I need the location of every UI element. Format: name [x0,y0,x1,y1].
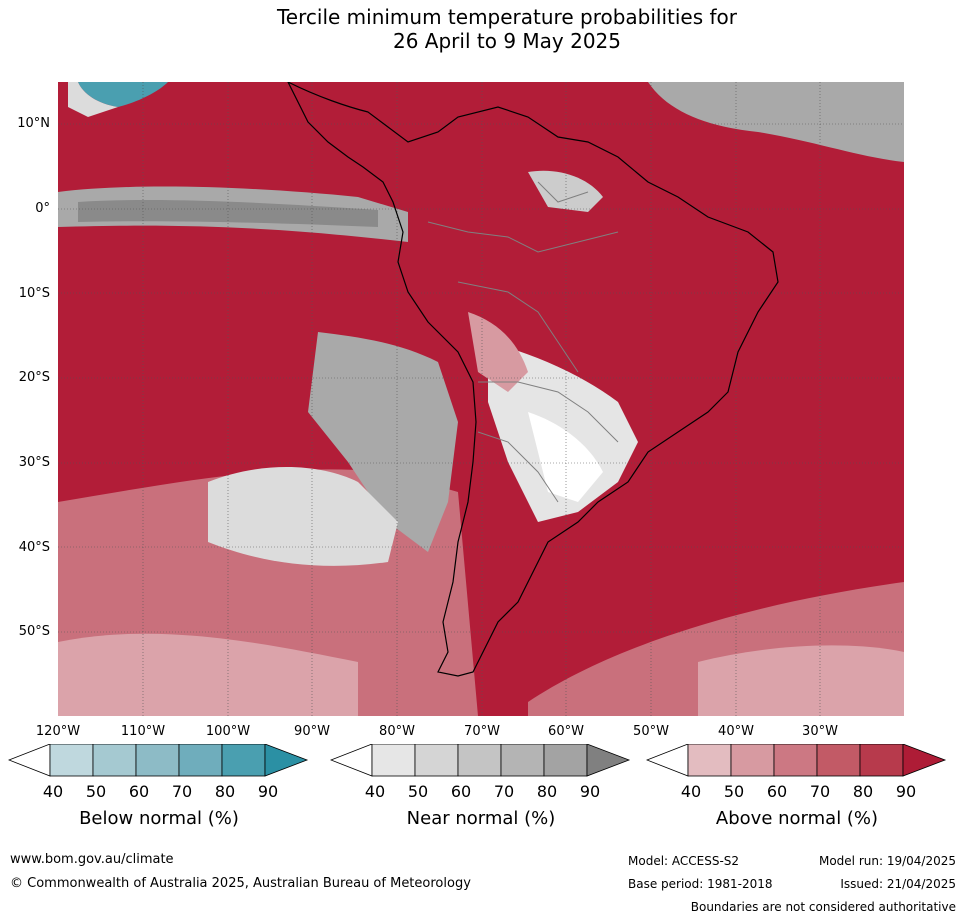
cbar-below-tick-70: 70 [171,782,193,801]
low-probability-interior [528,412,603,502]
cbar-near-tick-60: 60 [450,782,472,801]
lat-label-10s: 10°S [18,286,50,301]
cbar-near-tick-50: 50 [407,782,429,801]
south-america-coastline [287,82,779,677]
lon-label-30w: 30°W [802,724,838,739]
cbar-below-tick-60: 60 [128,782,150,801]
cbar-near-tick-70: 70 [493,782,515,801]
colorbar-above-normal [646,744,947,777]
colorbar-segment [730,744,775,777]
footer-copyright: © Commonwealth of Australia 2025, Austra… [10,876,471,891]
above-normal-light-southeast [698,645,904,716]
cbar-above-tick-90: 90 [895,782,917,801]
probability-map [58,82,904,716]
colorbar-near-normal-segments [330,744,631,777]
colorbar-segment [221,744,266,777]
footer-base-period: Base period: 1981-2018 [628,877,773,891]
near-normal-equatorial-core [78,199,378,227]
colorbar-near-normal [330,744,631,777]
colorbar-segment [773,744,818,777]
cbar-near-tick-80: 80 [536,782,558,801]
footer-disclaimer: Boundaries are not considered authoritat… [690,900,956,914]
cbar-above-tick-50: 50 [723,782,745,801]
lon-label-100w: 100°W [205,724,251,739]
near-normal-pacific-south [208,467,398,566]
cbar-near-tick-40: 40 [364,782,386,801]
footer-model-run: Model run: 19/04/2025 [818,854,956,868]
colorbar-below-normal-segments [8,744,309,777]
cbar-above-tick-60: 60 [766,782,788,801]
cbar-above-tick-40: 40 [680,782,702,801]
cbar-below-tick-40: 40 [42,782,64,801]
near-normal-northeast [648,82,904,162]
chart-title-line2: 26 April to 9 May 2025 [393,29,621,53]
colorbar-segment [457,744,502,777]
colorbar-segment [49,744,94,777]
lon-label-40w: 40°W [718,724,754,739]
colorbar-below-normal-title: Below normal (%) [79,808,239,829]
near-normal-andes-west [308,332,458,552]
colorbar-below-normal [8,744,309,777]
below-normal-patch [78,82,168,107]
lat-label-20s: 20°S [18,370,50,385]
colorbar-above-normal-title: Above normal (%) [715,808,879,829]
lon-label-110w: 110°W [120,724,166,739]
near-normal-north-continent [528,170,603,212]
colorbar-segment [178,744,223,777]
colorbar-high-triangle [902,744,947,777]
colorbar-segment [371,744,416,777]
lon-label-80w: 80°W [379,724,415,739]
footer-website: www.bom.gov.au/climate [10,852,174,867]
colorbar-segment [500,744,545,777]
near-normal-patch-nw [68,82,118,117]
colorbar-near-normal-title: Near normal (%) [406,808,556,829]
lat-label-0: 0° [35,201,50,216]
country-borders [427,181,619,503]
map-svg [58,82,904,716]
footer-model: Model: ACCESS-S2 [628,854,740,868]
above-normal-light-interior [468,312,528,392]
colorbar-above-normal-segments [646,744,947,777]
footer-issued: Issued: 21/04/2025 [840,877,956,891]
lat-label-10n: 10°N [17,116,50,131]
colorbar-segment [92,744,137,777]
above-normal-light-south [58,633,358,716]
graticule [58,82,904,716]
colorbar-segment [859,744,904,777]
lon-label-50w: 50°W [633,724,669,739]
cbar-below-tick-90: 90 [257,782,279,801]
cbar-near-tick-90: 90 [579,782,601,801]
colorbar-segment [135,744,180,777]
colorbar-segment [543,744,588,777]
lat-label-50s: 50°S [18,624,50,639]
colorbar-low-triangle [646,744,689,777]
cbar-below-tick-80: 80 [214,782,236,801]
colorbar-low-triangle [330,744,373,777]
cbar-above-tick-70: 70 [809,782,831,801]
colorbar-high-triangle [586,744,631,777]
colorbar-segment [816,744,861,777]
cbar-below-tick-50: 50 [85,782,107,801]
lon-label-90w: 90°W [294,724,330,739]
cbar-above-tick-80: 80 [852,782,874,801]
colorbar-low-triangle [8,744,51,777]
lat-label-30s: 30°S [18,455,50,470]
lon-label-60w: 60°W [548,724,584,739]
colorbar-segment [414,744,459,777]
colorbar-segment [687,744,732,777]
colorbar-high-triangle [264,744,309,777]
lon-label-120w: 120°W [35,724,81,739]
chart-title-line1: Tercile minimum temperature probabilitie… [276,5,738,29]
lon-label-70w: 70°W [464,724,500,739]
lat-label-40s: 40°S [18,540,50,555]
